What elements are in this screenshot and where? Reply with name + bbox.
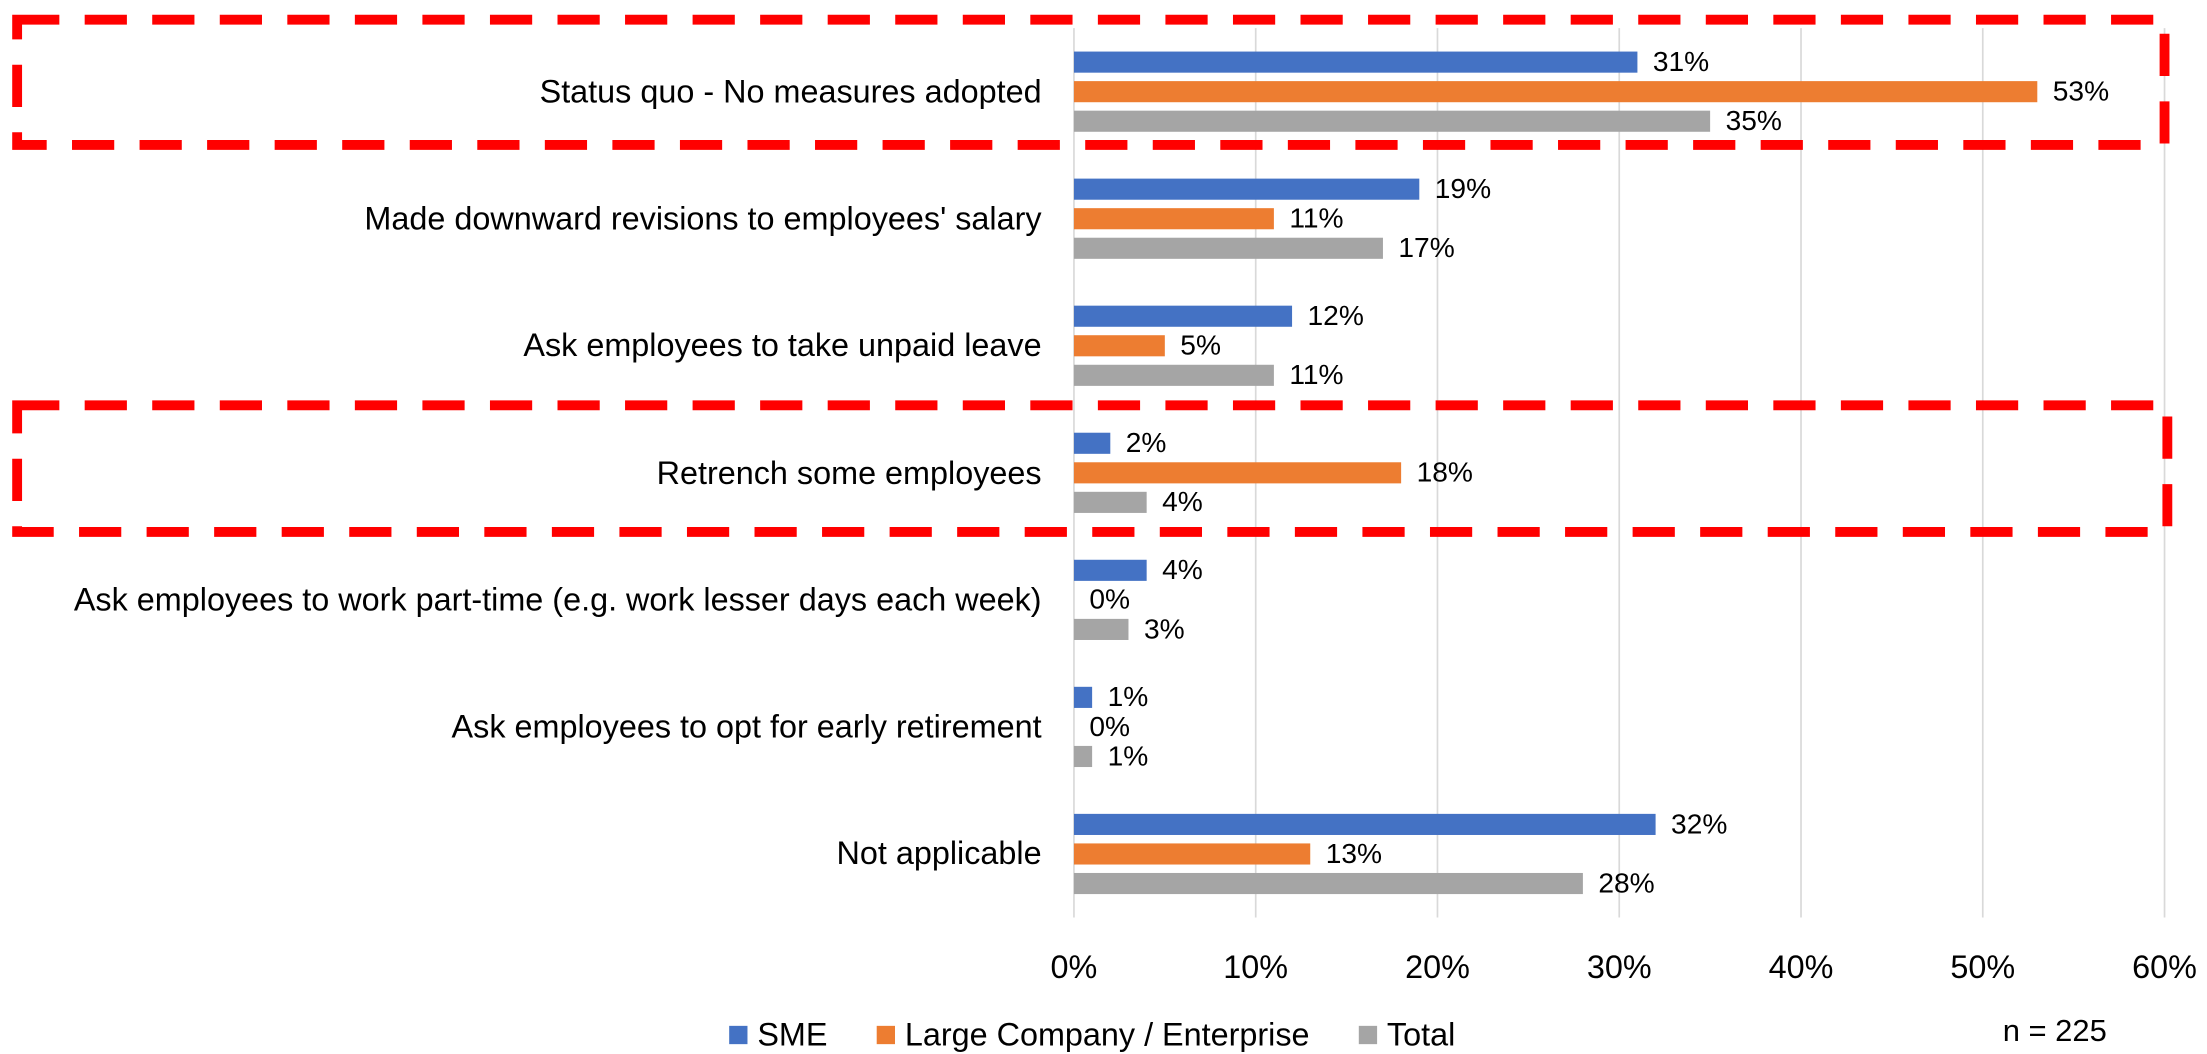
- x-tick-label: 60%: [2132, 949, 2197, 985]
- value-label: 18%: [1417, 457, 1473, 488]
- bar: [1073, 432, 1111, 454]
- value-label: 28%: [1598, 867, 1654, 898]
- value-label: 4%: [1162, 486, 1203, 517]
- highlight-box: [12, 400, 2173, 537]
- category-label: Ask employees to take unpaid leave: [523, 326, 1042, 364]
- category-label-box: Status quo - No measures adopted: [539, 72, 1042, 110]
- bar: [1073, 559, 1147, 581]
- value-label: 17%: [1398, 232, 1454, 263]
- category-label: Status quo - No measures adopted: [539, 72, 1042, 110]
- bar: [1073, 686, 1093, 708]
- category-label-box: Ask employees to work part-time (e.g. wo…: [73, 580, 1042, 618]
- x-tick-label: 0%: [1051, 949, 1098, 985]
- value-label: 12%: [1308, 300, 1364, 331]
- value-label: 13%: [1326, 838, 1382, 869]
- category-label: Retrench some employees: [656, 453, 1042, 491]
- value-label: 35%: [1726, 105, 1782, 136]
- bar: [1073, 843, 1311, 865]
- value-label: 31%: [1653, 46, 1709, 77]
- category-label-box: Not applicable: [836, 834, 1042, 872]
- plot: 31% 53% 35% 19% 11% 17% 12% 5% 11% 2% 18% 4% 4% 0% 3% 1…: [1073, 46, 2109, 898]
- value-label: 32%: [1671, 808, 1727, 839]
- value-label: 1%: [1108, 681, 1149, 712]
- bar: [1073, 745, 1093, 768]
- category-label: Ask employees to opt for early retiremen…: [451, 707, 1042, 745]
- category-label: Not applicable: [836, 834, 1042, 872]
- bar: [1073, 237, 1383, 259]
- value-label: 0%: [1089, 584, 1130, 615]
- bar: [1073, 462, 1402, 484]
- value-label: 11%: [1289, 203, 1343, 234]
- bar: [1073, 618, 1129, 640]
- bar: [1073, 110, 1711, 132]
- x-tick-label: 20%: [1405, 949, 1470, 985]
- bar: [1073, 208, 1274, 230]
- value-label: 19%: [1435, 173, 1491, 204]
- category-label: Ask employees to work part-time (e.g. wo…: [73, 580, 1042, 618]
- x-tick-label: 50%: [1950, 949, 2015, 985]
- value-label: 3%: [1144, 613, 1185, 644]
- bar: [1073, 491, 1147, 513]
- category-label-box: Made downward revisions to employees' sa…: [364, 199, 1042, 237]
- legend-label: SME: [757, 1017, 827, 1053]
- annotation: n = 225: [2003, 1013, 2107, 1048]
- value-label: 5%: [1180, 330, 1221, 361]
- x-tick-label: 10%: [1223, 949, 1288, 985]
- value-label: 11%: [1289, 359, 1343, 390]
- bar: [1073, 178, 1420, 200]
- bar: [1073, 364, 1274, 386]
- x-tick-label: 30%: [1587, 949, 1652, 985]
- value-label: 1%: [1108, 740, 1149, 771]
- grid: [1073, 28, 2166, 918]
- highlight-box: [12, 14, 2170, 150]
- legend-swatch: [876, 1025, 895, 1045]
- bar: [1073, 813, 1656, 835]
- legend-swatch: [1358, 1025, 1378, 1045]
- category-label-box: Ask employees to take unpaid leave: [523, 326, 1042, 364]
- value-label: 53%: [2053, 76, 2109, 107]
- legend-label: Total: [1387, 1017, 1455, 1053]
- category-label: Made downward revisions to employees' sa…: [364, 199, 1042, 237]
- value-label: 2%: [1126, 427, 1167, 458]
- value-label: 0%: [1089, 711, 1130, 742]
- category-label-box: Ask employees to opt for early retiremen…: [451, 707, 1042, 745]
- bar: [1073, 335, 1165, 357]
- legend-swatch: [729, 1025, 748, 1045]
- category-label-box: Retrench some employees: [656, 453, 1042, 491]
- bar: [1073, 305, 1293, 327]
- bar: [1073, 872, 1583, 895]
- bar: [1073, 81, 2038, 103]
- bar: [1073, 51, 1638, 73]
- value-label: 4%: [1162, 554, 1203, 585]
- legend-label: Large Company / Enterprise: [905, 1017, 1310, 1053]
- x-tick-label: 40%: [1769, 949, 1834, 985]
